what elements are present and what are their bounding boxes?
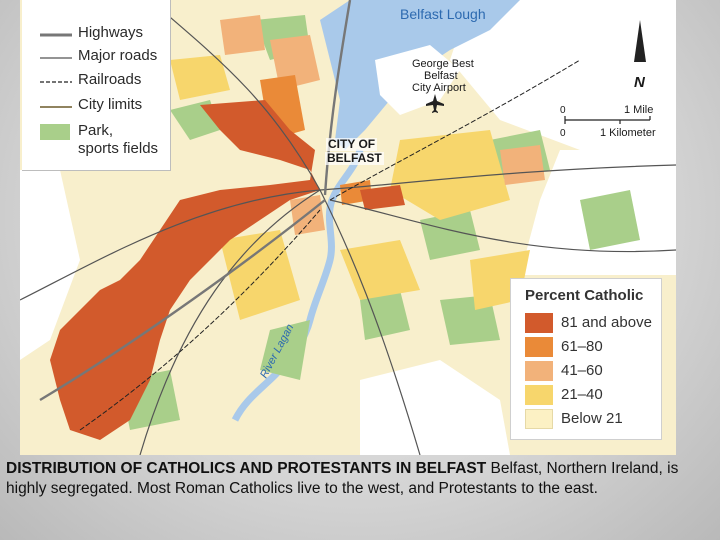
major-road [329,199,676,253]
area-41-60 [500,145,545,185]
map-caption: DISTRIBUTION OF CATHOLICS AND PROTESTANT… [6,459,714,499]
river-lagan [231,148,364,422]
legend-61-80: 61–80 [525,337,655,357]
area-41-60 [220,15,265,55]
area-21-40 [170,55,230,100]
park-swatch [40,124,70,140]
legend-below-21: Below 21 [525,409,655,429]
swatch-21-40 [525,385,553,405]
legend-81-plus: 81 and above [525,313,655,333]
scale-bar [564,116,651,124]
airplane-icon [426,94,444,113]
highway [39,199,326,402]
area-41-60 [270,35,320,90]
swatch-61-80 [525,337,553,357]
percent-catholic-title: Percent Catholic [525,287,644,304]
area-21-40 [220,230,300,320]
airport-label-1: George Best [412,58,474,70]
city-label-2: BELFAST [325,151,384,165]
legend-major-roads-label: Major roads [78,47,158,64]
area-21-40 [340,240,420,300]
scale-miles-label: 1 Mile [624,104,654,116]
railroad [329,59,581,201]
label-41-60: 41–60 [561,362,603,379]
legend-railroads-label: Railroads [78,71,142,88]
legend-parks-label: Park, [78,122,114,139]
label-21-40: 21–40 [561,386,603,403]
airport-label-2: Belfast [424,70,458,82]
caption-text: Belfast, Northern Ireland, is highly seg… [6,460,679,497]
airport-land [375,45,460,115]
park-area [360,290,410,340]
legend-41-60: 41–60 [525,361,655,381]
legend-21-40: 21–40 [525,385,655,405]
railroad [79,209,321,431]
major-road [319,189,421,455]
area-81-plus [50,100,320,440]
belfast-map: Belfast Lough George Best Belfast City A… [20,0,676,455]
label-61-80: 61–80 [561,338,603,355]
north-label: N [634,74,645,91]
label-81-plus: 81 and above [561,314,652,331]
city-limits-symbol-icon [40,106,72,108]
park-area [420,210,480,260]
park-area [580,190,640,250]
railroad-symbol-icon [40,81,72,83]
swatch-81-plus [525,313,553,333]
major-road-symbol-icon [40,57,72,59]
percent-catholic-legend: Percent Catholic 81 and above 61–80 41–6… [510,278,662,440]
major-road [149,0,321,191]
legend-city-limits-label: City limits [78,96,143,113]
belfast-lough [320,0,520,150]
airport-label-3: City Airport [412,82,466,94]
swatch-41-60 [525,361,553,381]
swatch-below-21 [525,409,553,429]
scale-km-label: 1 Kilometer [600,127,656,139]
caption-title: DISTRIBUTION OF CATHOLICS AND PROTESTANT… [6,460,487,477]
city-label-1: CITY OF [326,137,378,151]
park-area [260,320,310,380]
highway [323,0,352,196]
outside-area-west [20,170,80,360]
scale-miles-zero: 0 [560,105,566,116]
scale-km-zero: 0 [560,128,566,139]
legend-highways-label: Highways [78,24,144,41]
major-road [139,189,321,455]
highway-symbol-icon [40,33,72,37]
area-81-plus [360,185,405,210]
lough-label: Belfast Lough [400,6,486,22]
area-21-40 [390,130,510,220]
label-below-21: Below 21 [561,410,623,427]
north-arrow-icon [634,20,646,62]
line-legend: Highways Major roads Railroads City limi… [22,0,171,171]
legend-parks-label-2: sports fields [78,140,159,157]
